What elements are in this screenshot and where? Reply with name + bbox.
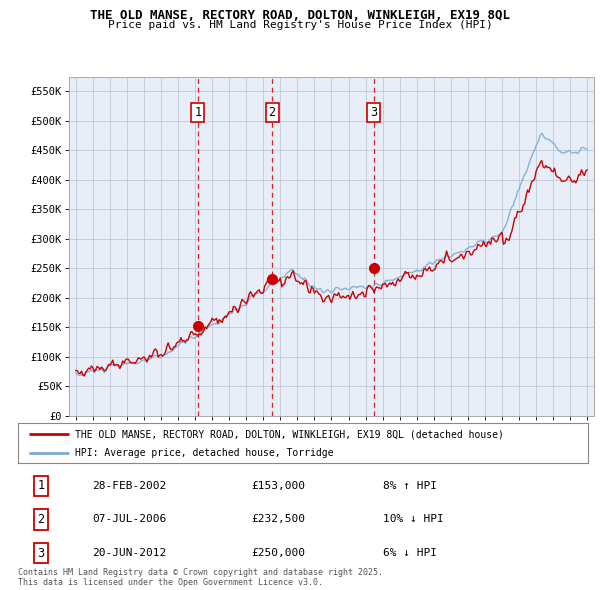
Text: £250,000: £250,000: [252, 548, 306, 558]
Text: Price paid vs. HM Land Registry's House Price Index (HPI): Price paid vs. HM Land Registry's House …: [107, 20, 493, 30]
Text: Contains HM Land Registry data © Crown copyright and database right 2025.
This d: Contains HM Land Registry data © Crown c…: [18, 568, 383, 587]
Text: 6% ↓ HPI: 6% ↓ HPI: [383, 548, 437, 558]
Text: 2: 2: [269, 106, 276, 119]
Text: 1: 1: [194, 106, 202, 119]
Text: £232,500: £232,500: [252, 514, 306, 525]
Text: HPI: Average price, detached house, Torridge: HPI: Average price, detached house, Torr…: [75, 448, 334, 458]
Text: 10% ↓ HPI: 10% ↓ HPI: [383, 514, 443, 525]
Text: 1: 1: [37, 479, 44, 493]
Text: 3: 3: [37, 546, 44, 560]
Text: 2: 2: [37, 513, 44, 526]
Text: 8% ↑ HPI: 8% ↑ HPI: [383, 481, 437, 491]
Text: 07-JUL-2006: 07-JUL-2006: [92, 514, 166, 525]
Text: THE OLD MANSE, RECTORY ROAD, DOLTON, WINKLEIGH, EX19 8QL: THE OLD MANSE, RECTORY ROAD, DOLTON, WIN…: [90, 9, 510, 22]
Text: 28-FEB-2002: 28-FEB-2002: [92, 481, 166, 491]
Text: 3: 3: [370, 106, 377, 119]
Text: THE OLD MANSE, RECTORY ROAD, DOLTON, WINKLEIGH, EX19 8QL (detached house): THE OLD MANSE, RECTORY ROAD, DOLTON, WIN…: [75, 430, 504, 440]
Text: £153,000: £153,000: [252, 481, 306, 491]
Text: 20-JUN-2012: 20-JUN-2012: [92, 548, 166, 558]
